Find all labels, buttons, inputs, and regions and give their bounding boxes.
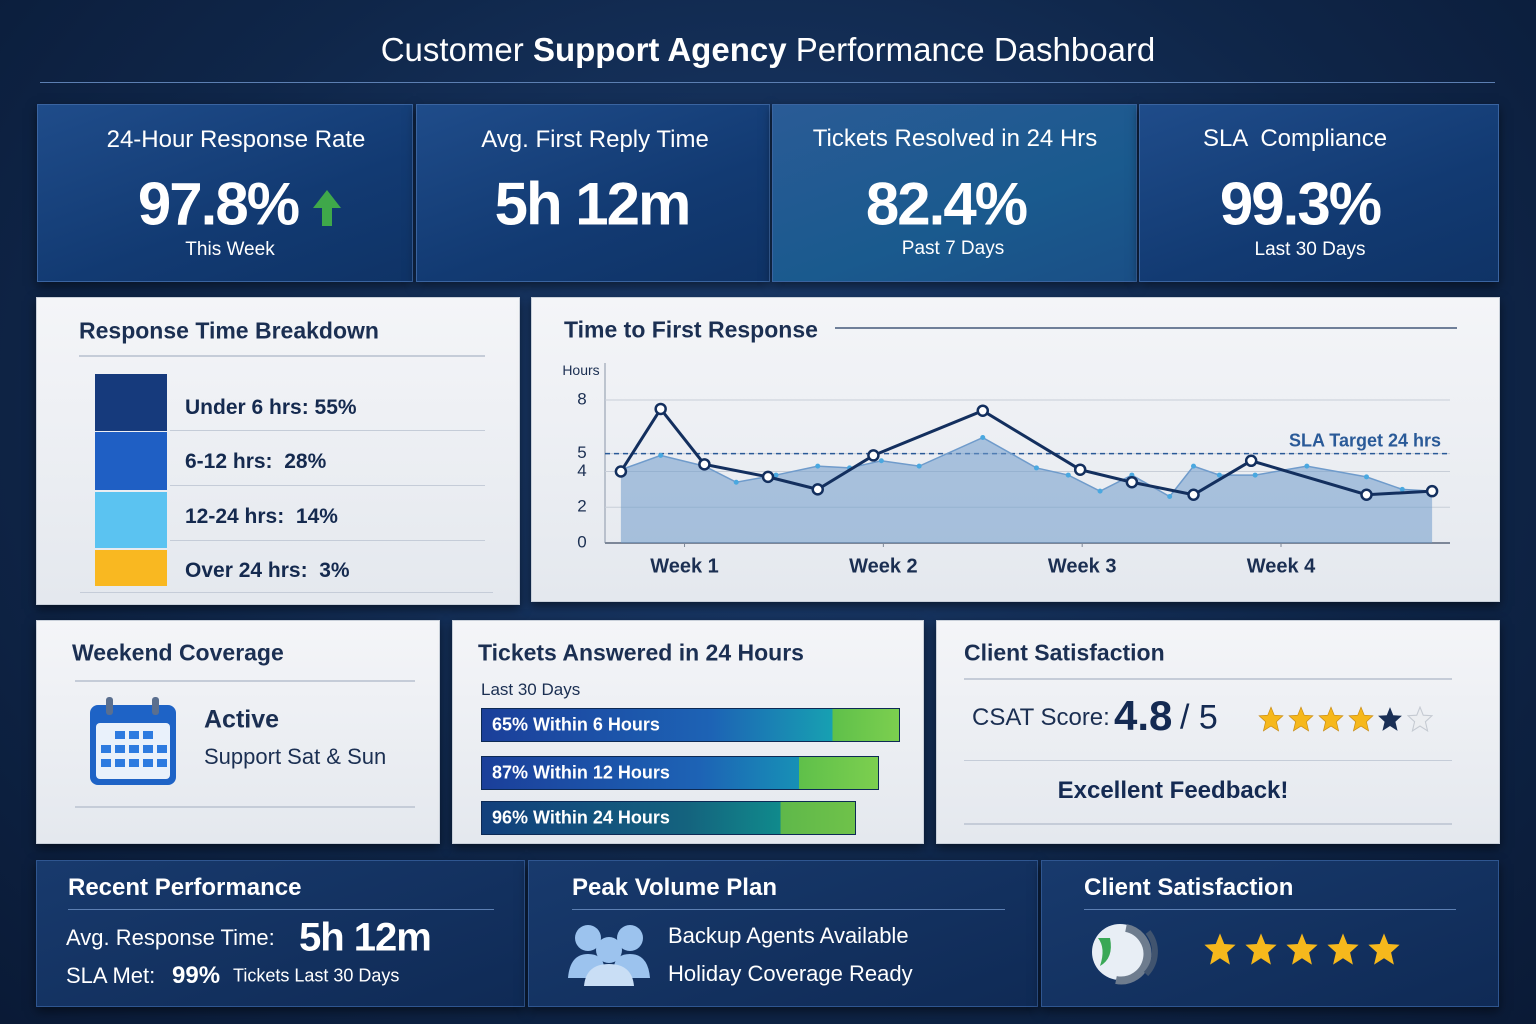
- up-arrow: [313, 190, 341, 226]
- y-axis-label: Hours: [562, 362, 600, 378]
- item-label: 6-12 hrs:: [185, 450, 273, 473]
- csat-panel: [936, 620, 1500, 844]
- item-value: 3%: [319, 559, 350, 582]
- panel-title: Response Time Breakdown: [79, 317, 379, 344]
- progress-bar: 87% Within 12 Hours: [481, 756, 879, 790]
- kpi-card: [37, 104, 413, 282]
- metric-value: 5h 12m: [299, 915, 432, 960]
- panel-title: Peak Volume Plan: [572, 874, 777, 901]
- coverage-status: Active: [204, 705, 280, 734]
- kpi-title: Avg. First Reply Time: [481, 126, 709, 153]
- panel-title: Client Satisfaction: [1084, 874, 1294, 901]
- coverage-detail: Support Sat & Sun: [204, 744, 387, 769]
- kpi-subtitle: Past 7 Days: [901, 238, 1005, 259]
- panel-title: Client Satisfaction: [964, 639, 1165, 666]
- csat-scale: / 5: [1180, 698, 1218, 737]
- kpi-subtitle: Last 30 Days: [1254, 239, 1366, 260]
- kpi-subtitle: This Week: [185, 239, 275, 260]
- bar-label: 65% Within 6 Hours: [492, 714, 660, 735]
- divider: [170, 430, 485, 431]
- color-block: [95, 432, 167, 490]
- kpi-title: SLA Compliance: [1202, 125, 1388, 152]
- kpi-card: [772, 104, 1137, 282]
- item-value: 28%: [284, 450, 327, 473]
- csat-score: 4.8: [1114, 692, 1173, 739]
- divider: [75, 680, 415, 682]
- kpi-value: 5h 12m: [494, 170, 692, 238]
- satisfaction-icon: [1092, 924, 1158, 985]
- color-block: [95, 550, 167, 586]
- color-block: [95, 492, 167, 548]
- kpi-card: [1139, 104, 1499, 282]
- divider: [835, 327, 1457, 329]
- bar-label: 87% Within 12 Hours: [492, 762, 670, 783]
- item-label: 12-24 hrs:: [185, 505, 285, 528]
- star-rating: [1204, 933, 1400, 965]
- item-value: 14%: [295, 505, 338, 528]
- title-part: Support Agency: [532, 31, 787, 68]
- score-label: CSAT Score:: [972, 704, 1110, 731]
- kpi-value: 99.3%: [1219, 170, 1382, 238]
- panel-title: Weekend Coverage: [72, 639, 284, 666]
- kpi-title: Tickets Resolved in 24 Hrs: [812, 125, 1098, 152]
- metric-label: Avg. Response Time:: [66, 925, 275, 950]
- divider: [1084, 909, 1456, 910]
- progress-bar: 65% Within 6 Hours: [481, 708, 900, 742]
- divider: [79, 355, 485, 357]
- people-icon: [568, 925, 650, 986]
- chart-title: Time to First Response: [564, 316, 818, 343]
- divider: [170, 540, 485, 541]
- divider: [170, 485, 485, 486]
- item-value: 55%: [314, 396, 357, 419]
- star-rating: [1258, 706, 1433, 732]
- panel-title: Tickets Answered in 24 Hours: [478, 639, 804, 666]
- kpi-value: 97.8%: [137, 170, 300, 238]
- breakdown-item: 6-12 hrs: 28%: [185, 450, 326, 474]
- feedback: Excellent Feedback!: [1057, 777, 1289, 804]
- breakdown-item: Under 6 hrs: 55%: [185, 396, 357, 420]
- divider: [75, 806, 415, 808]
- kpi-card: [416, 104, 770, 282]
- title-part: Customer: [380, 31, 524, 68]
- bar-label: 96% Within 24 Hours: [492, 807, 670, 828]
- progress-bar: 96% Within 24 Hours: [481, 801, 856, 835]
- metric-note: Tickets Last 30 Days: [233, 965, 400, 986]
- divider: [40, 82, 1495, 83]
- item-label: Under 6 hrs:: [185, 396, 309, 419]
- divider: [68, 909, 494, 910]
- kpi-title: 24-Hour Response Rate: [106, 126, 366, 153]
- recent-panel: [36, 860, 525, 1007]
- breakdown-item: Over 24 hrs: 3%: [185, 559, 350, 583]
- divider: [964, 760, 1452, 761]
- divider: [964, 678, 1452, 680]
- calendar-icon: [90, 697, 176, 785]
- kpi-value: 82.4%: [865, 170, 1028, 238]
- panel-title: Recent Performance: [68, 874, 302, 901]
- divider: [80, 592, 493, 593]
- breakdown-item: 12-24 hrs: 14%: [185, 505, 338, 529]
- divider: [572, 909, 1005, 910]
- metric-value: 99%: [172, 962, 221, 989]
- metric-label: SLA Met:: [66, 963, 156, 988]
- title-part: Performance Dashboard: [795, 31, 1156, 68]
- panel-subtitle: Last 30 Days: [481, 680, 581, 699]
- divider: [964, 823, 1452, 825]
- page-title: Customer Support Agency Performance Dash…: [0, 31, 1536, 69]
- plan-line: Holiday Coverage Ready: [668, 961, 913, 986]
- plan-line: Backup Agents Available: [668, 923, 909, 948]
- color-block: [95, 374, 167, 431]
- item-label: Over 24 hrs:: [185, 559, 308, 582]
